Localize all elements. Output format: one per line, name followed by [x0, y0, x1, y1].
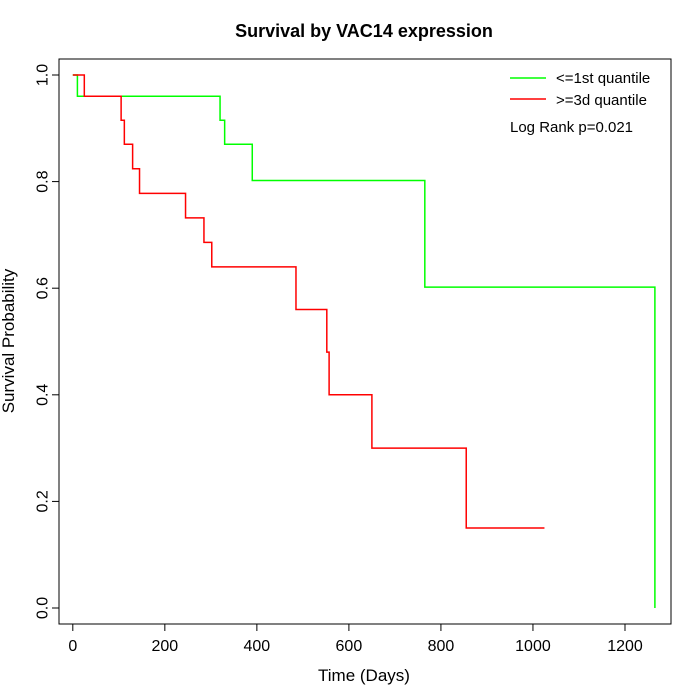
x-tick-label: 0	[68, 638, 77, 655]
x-axis-label: Time (Days)	[318, 666, 410, 685]
x-axis: 0 200 400 600 800 1000 1200	[68, 623, 643, 655]
survival-curve-series-1	[72, 74, 656, 609]
y-axis: 0.0 0.2 0.4 0.6 0.8 1.0	[35, 64, 60, 619]
y-tick-label: 1.0	[35, 64, 52, 86]
plot-frame	[58, 58, 672, 625]
x-tick-label: 1000	[515, 638, 551, 655]
chart-title: Survival by VAC14 expression	[235, 21, 493, 41]
x-tick-label: 200	[151, 638, 178, 655]
y-tick-label: 0.0	[35, 597, 52, 619]
x-tick-label: 800	[428, 638, 455, 655]
x-tick-label: 400	[244, 638, 271, 655]
y-tick-label: 0.2	[35, 490, 52, 512]
y-axis-label: Survival Probability	[0, 268, 18, 413]
y-tick-label: 0.8	[35, 170, 52, 192]
legend-label-series-1: <=1st quantile	[556, 70, 650, 87]
log-rank-annotation: Log Rank p=0.021	[510, 119, 633, 136]
legend: <=1st quantile >=3d quantile	[510, 70, 650, 109]
y-tick-label: 0.4	[35, 384, 52, 406]
series-layer	[72, 74, 656, 609]
y-tick-label: 0.6	[35, 277, 52, 299]
legend-label-series-2: >=3d quantile	[556, 92, 647, 109]
survival-curve-series-2	[72, 74, 545, 529]
x-tick-label: 600	[336, 638, 363, 655]
x-tick-label: 1200	[607, 638, 643, 655]
